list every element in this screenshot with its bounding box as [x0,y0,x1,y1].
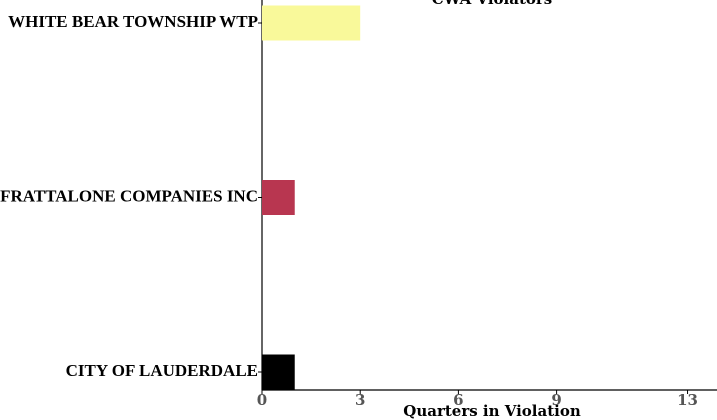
bar [262,180,295,215]
x-tick-label: 6 [453,391,463,409]
x-tick-label: 13 [677,391,698,409]
x-axis-label: Quarters in Violation [403,402,581,420]
y-tick-label: WHITE BEAR TOWNSHIP WTP [8,12,258,31]
chart-title: CWA Violators [432,0,552,8]
x-tick-label: 9 [551,391,561,409]
x-tick-label: 3 [355,391,365,409]
y-tick-label: FRATTALONE COMPANIES INC [0,186,258,205]
bar [262,354,295,390]
y-tick-label: CITY OF LAUDERDALE [66,361,258,380]
x-tick-label: 0 [257,391,267,409]
bar [262,5,361,41]
